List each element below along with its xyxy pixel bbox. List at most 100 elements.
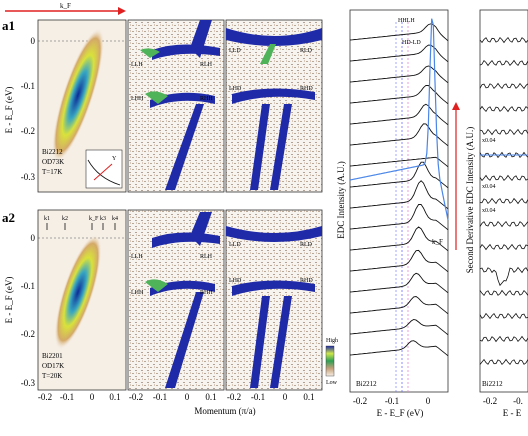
e-curve — [479, 220, 528, 228]
a1-ytick-0: 0 — [31, 36, 36, 46]
b1-label-llh: LLH — [131, 62, 143, 68]
svg-text:k3: k3 — [100, 216, 106, 222]
d-top-label-hd-ld: HD-LD — [402, 40, 421, 46]
b2-label-lhh: LHH — [131, 290, 144, 296]
a1-sample-line3: T=17K — [42, 168, 62, 176]
b1-label-lhh: LHH — [131, 96, 144, 102]
e-xtick-1: -0. — [513, 396, 523, 406]
c2-label-lhd: LHD — [229, 278, 242, 284]
momentum-xlabel: Momentum (π/a) — [194, 406, 255, 416]
svg-text:k_F: k_F — [89, 216, 99, 222]
d-ylabel: EDC Intensity (A.U.) — [336, 161, 346, 239]
panel-d-frame — [349, 9, 449, 393]
e-curve — [479, 243, 528, 251]
colorbar: High Low — [325, 338, 338, 386]
edc-curve — [349, 123, 449, 147]
d-edc-curves — [349, 18, 449, 357]
a2-ytick-3: -0.3 — [21, 378, 36, 388]
a1-ytick-2: -0.2 — [21, 126, 35, 136]
a2-xtick-0: -0.2 — [38, 392, 52, 402]
c1-spectral-features — [226, 28, 322, 190]
edc-curve — [349, 272, 449, 294]
d-kf-arrow — [452, 102, 460, 250]
colorbar-high: High — [326, 338, 338, 344]
e-curve — [479, 197, 528, 205]
e-sample: Bi2212 — [482, 380, 503, 388]
e-curve — [479, 128, 528, 136]
panel-label-a1: a1 — [2, 18, 15, 33]
b1-label-rhh: RHH — [200, 96, 213, 102]
a2-k-markers: k1 k2 k_F k3 k4 — [44, 216, 118, 230]
a1-sample-line1: Bi2212 — [42, 148, 63, 156]
e-scale-2: x0.04 — [482, 184, 496, 190]
a2-sample-line2: OD17K — [42, 362, 64, 370]
b2-label-llh: LLH — [131, 254, 143, 260]
e-curve — [479, 358, 528, 366]
panel-e-frame — [479, 9, 528, 393]
edc-kf-curve — [349, 18, 449, 221]
a2-ytick-1: -0.1 — [21, 281, 35, 291]
e-curve — [479, 36, 528, 44]
d-top-label-hhlh: HHLH — [398, 18, 415, 24]
a2-xtick-2: 0 — [90, 392, 95, 402]
c2-label-lld: LLD — [229, 242, 241, 248]
e-ylabel: Second Derivative EDC Intensity (A.U.) — [465, 127, 475, 273]
colorbar-low: Low — [326, 380, 338, 386]
e-curve — [479, 82, 528, 90]
edc-curve — [349, 84, 449, 105]
a1-ytick-3: -0.3 — [21, 172, 36, 182]
d-guide-lines — [395, 22, 409, 392]
edc-curve — [349, 65, 449, 84]
e-second-derivative-curves — [479, 36, 528, 366]
e-curve — [479, 105, 528, 113]
b2-xtick-3: 0.1 — [205, 392, 216, 402]
e-curve — [479, 312, 528, 320]
edc-curve — [349, 249, 449, 273]
c1-label-rld: RLD — [300, 48, 313, 54]
b2-spectral-features — [145, 212, 220, 388]
edc-curve — [349, 203, 449, 231]
a1-ytick-1: -0.1 — [21, 81, 35, 91]
a2-sample-line1: Bi2201 — [42, 352, 63, 360]
c2-xtick-1: -0.1 — [251, 392, 265, 402]
e-curve — [479, 59, 528, 67]
c2-label-rld: RLD — [300, 242, 313, 248]
e-curve — [479, 266, 528, 287]
edc-curve — [349, 180, 449, 210]
a1-fermi-surface-inset: Y — [85, 149, 123, 189]
d-kf-label: k_F — [432, 238, 443, 246]
edc-curve — [349, 103, 449, 126]
panel-label-a2: a2 — [2, 210, 15, 225]
a2-xtick-3: 0.1 — [109, 392, 120, 402]
b2-xtick-2: 0 — [185, 392, 190, 402]
edc-curve — [349, 161, 449, 189]
edc-curve — [349, 296, 449, 315]
edc-curve — [349, 340, 449, 357]
e-curve — [479, 174, 528, 182]
b2-label-rhh: RHH — [200, 290, 213, 296]
c2-xtick-3: 0.1 — [303, 392, 314, 402]
e-curve — [479, 289, 528, 297]
edc-curve — [349, 156, 449, 168]
b2-xtick-1: -0.1 — [153, 392, 167, 402]
a1-ylabel: E - E_F (eV) — [4, 87, 14, 134]
b1-spectral-features — [140, 20, 220, 190]
e-curve — [479, 335, 528, 343]
edc-curve — [349, 44, 449, 63]
svg-text:k1: k1 — [44, 216, 50, 222]
a2-ytick-2: -0.2 — [21, 329, 35, 339]
c2-xtick-2: 0 — [283, 392, 288, 402]
c2-xtick-0: -0.2 — [227, 392, 241, 402]
c1-label-rhd: RHD — [300, 86, 313, 92]
a1-band — [52, 28, 104, 162]
d-sample: Bi2212 — [356, 380, 377, 388]
e-scale-3: x0.04 — [482, 208, 496, 214]
d-xtick-0: -0.2 — [353, 396, 367, 406]
e-xtick-0: -0.2 — [483, 396, 497, 406]
c1-label-lhd: LHD — [229, 86, 242, 92]
b2-xtick-0: -0.2 — [129, 392, 143, 402]
d-xtick-2: 0 — [426, 396, 431, 406]
kf-arrow-head — [118, 7, 126, 15]
a2-sample-line3: T=20K — [42, 372, 62, 380]
